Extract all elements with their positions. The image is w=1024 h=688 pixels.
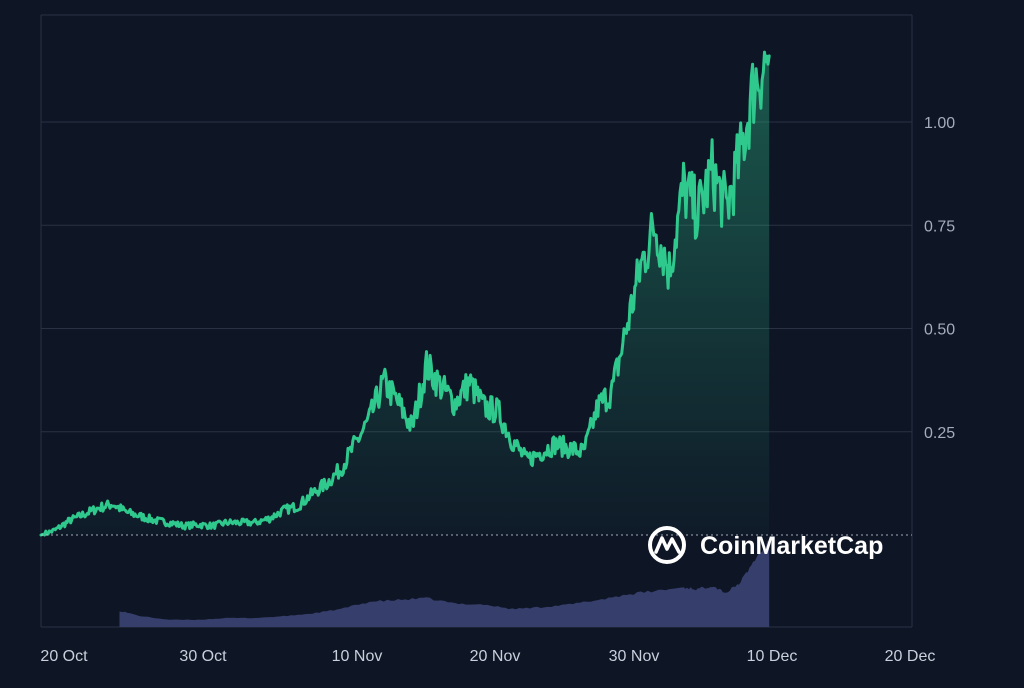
watermark: CoinMarketCap	[648, 526, 883, 564]
volume-area	[119, 540, 770, 627]
price-line	[39, 50, 771, 537]
y-tick-label: 1.00	[924, 115, 955, 132]
price-area	[41, 52, 770, 535]
x-axis: 20 Oct 30 Oct 10 Nov 20 Nov 30 Nov 10 Dec 20 D…	[40, 648, 935, 665]
y-tick-label: 0.25	[924, 425, 955, 442]
volume-area-fill	[119, 540, 770, 627]
x-tick-label: 20 Nov	[470, 648, 521, 665]
x-tick-label: 10 Dec	[747, 648, 798, 665]
y-tick-label: 0.50	[924, 322, 955, 339]
watermark-text: CoinMarketCap	[700, 532, 883, 560]
price-series-line	[39, 50, 771, 537]
x-tick-label: 10 Nov	[332, 648, 383, 665]
price-area-fill	[41, 52, 770, 535]
y-tick-label: 0.75	[924, 218, 955, 235]
y-axis: 1.00 0.75 0.50 0.25	[924, 115, 955, 442]
x-tick-label: 20 Oct	[40, 648, 88, 665]
x-tick-label: 20 Dec	[885, 648, 936, 665]
x-tick-label: 30 Oct	[179, 648, 227, 665]
coinmarketcap-logo-icon	[648, 526, 686, 564]
x-tick-label: 30 Nov	[609, 648, 660, 665]
